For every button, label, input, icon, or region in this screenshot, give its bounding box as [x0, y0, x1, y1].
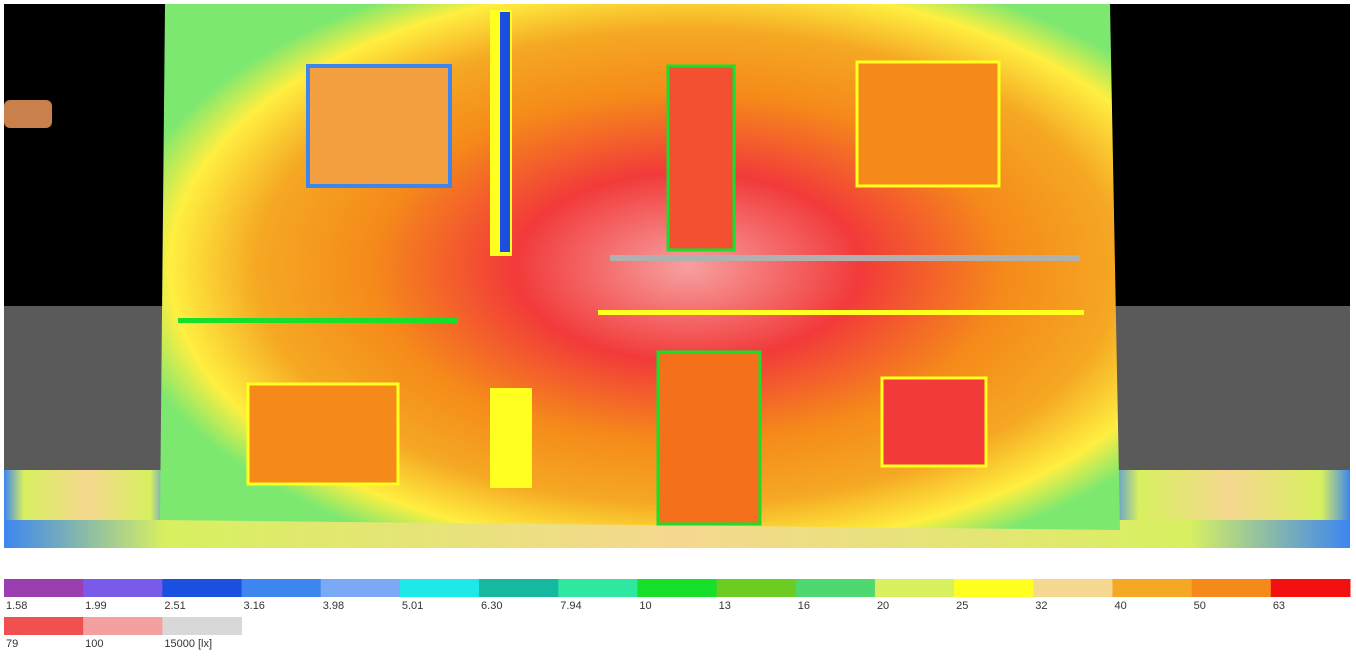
legend-label: 5.01	[402, 600, 423, 612]
legend-swatch	[874, 579, 955, 597]
legend-swatch	[558, 579, 638, 597]
legend-label: 20	[877, 600, 889, 612]
legend-swatch	[162, 617, 243, 635]
legend-swatch	[83, 579, 163, 597]
legend-label: 3.98	[323, 600, 344, 612]
legend: 1.58 1.99 2.51 3.16 3.98 5.01 6.30 7.94 10 13 16 20…	[4, 579, 1351, 650]
legend-swatch	[4, 617, 84, 635]
legend-label: 10	[639, 600, 651, 612]
legend-label: 100	[85, 638, 103, 650]
legend-swatch	[479, 579, 559, 597]
legend-swatch	[162, 579, 243, 597]
legend-swatch	[241, 579, 322, 597]
legend-swatch	[83, 617, 163, 635]
legend-label: 1.58	[6, 600, 27, 612]
legend-label: 6.30	[481, 600, 502, 612]
legend-label: 25	[956, 600, 968, 612]
legend-swatch	[1033, 579, 1113, 597]
legend-label: 2.51	[164, 600, 185, 612]
legend-label: 40	[1114, 600, 1126, 612]
legend-swatch	[399, 579, 480, 597]
legend-label: 79	[6, 638, 18, 650]
legend-label: 15000 [lx]	[164, 638, 212, 650]
legend-swatch	[1112, 579, 1193, 597]
legend-label: 32	[1035, 600, 1047, 612]
legend-swatch	[637, 579, 718, 597]
legend-swatch	[4, 579, 84, 597]
legend-label: 63	[1273, 600, 1285, 612]
legend-label: 16	[798, 600, 810, 612]
legend-swatch	[795, 579, 876, 597]
legend-label: 13	[719, 600, 731, 612]
legend-label: 3.16	[244, 600, 265, 612]
legend-swatch	[1191, 579, 1272, 597]
scene-3d	[4, 4, 1350, 548]
legend-label: 1.99	[85, 600, 106, 612]
legend-swatch	[716, 579, 797, 597]
legend-label: 7.94	[560, 600, 581, 612]
legend-label: 50	[1194, 600, 1206, 612]
legend-swatch	[320, 579, 401, 597]
legend-swatch	[1270, 579, 1351, 597]
legend-swatch	[954, 579, 1034, 597]
